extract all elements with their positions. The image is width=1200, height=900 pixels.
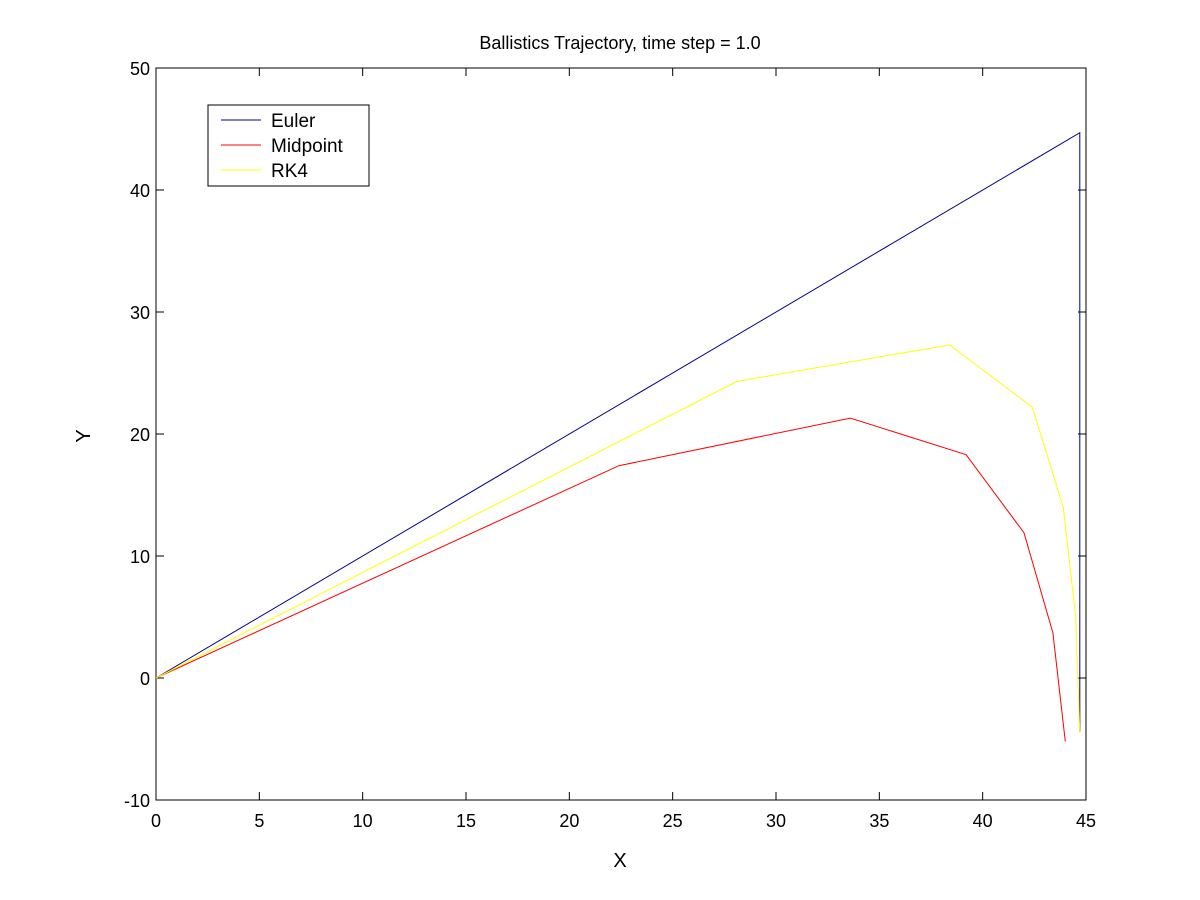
plot-area xyxy=(155,67,1087,801)
y-tick-label: 0 xyxy=(140,669,150,689)
y-tick-labels: -10 0 10 20 30 40 50 xyxy=(124,59,150,811)
x-tick-label: 5 xyxy=(254,811,264,831)
y-axis-label: Y xyxy=(73,429,95,442)
y-tick-label: 10 xyxy=(130,547,150,567)
y-tick-label: 40 xyxy=(130,181,150,201)
axes-box xyxy=(155,67,1087,801)
axis-ticks xyxy=(155,67,1087,801)
legend-label-midpoint: Midpoint xyxy=(271,136,344,157)
y-tick-label: 20 xyxy=(130,425,150,445)
x-tick-labels: 0 5 10 15 20 25 30 35 40 45 xyxy=(151,811,1096,831)
y-tick-label: 30 xyxy=(130,303,150,323)
legend-label-rk4: RK4 xyxy=(271,161,308,182)
x-tick-label: 45 xyxy=(1076,811,1096,831)
x-axis-label: X xyxy=(613,850,626,872)
legend-label-euler: Euler xyxy=(271,111,316,132)
x-tick-label: 30 xyxy=(766,811,786,831)
series-line-rk4 xyxy=(155,344,1081,733)
series-line-euler xyxy=(155,131,1081,732)
legend: Euler Midpoint RK4 xyxy=(207,104,370,187)
x-tick-label: 25 xyxy=(663,811,683,831)
x-tick-label: 40 xyxy=(973,811,993,831)
series-layer xyxy=(155,131,1081,742)
x-tick-label: 15 xyxy=(456,811,476,831)
x-tick-label: 0 xyxy=(151,811,161,831)
x-tick-label: 35 xyxy=(869,811,889,831)
x-tick-label: 10 xyxy=(353,811,373,831)
chart-title: Ballistics Trajectory, time step = 1.0 xyxy=(479,33,760,53)
x-tick-label: 20 xyxy=(559,811,579,831)
y-tick-label: -10 xyxy=(124,791,150,811)
series-line-midpoint xyxy=(155,417,1066,742)
y-tick-label: 50 xyxy=(130,59,150,79)
